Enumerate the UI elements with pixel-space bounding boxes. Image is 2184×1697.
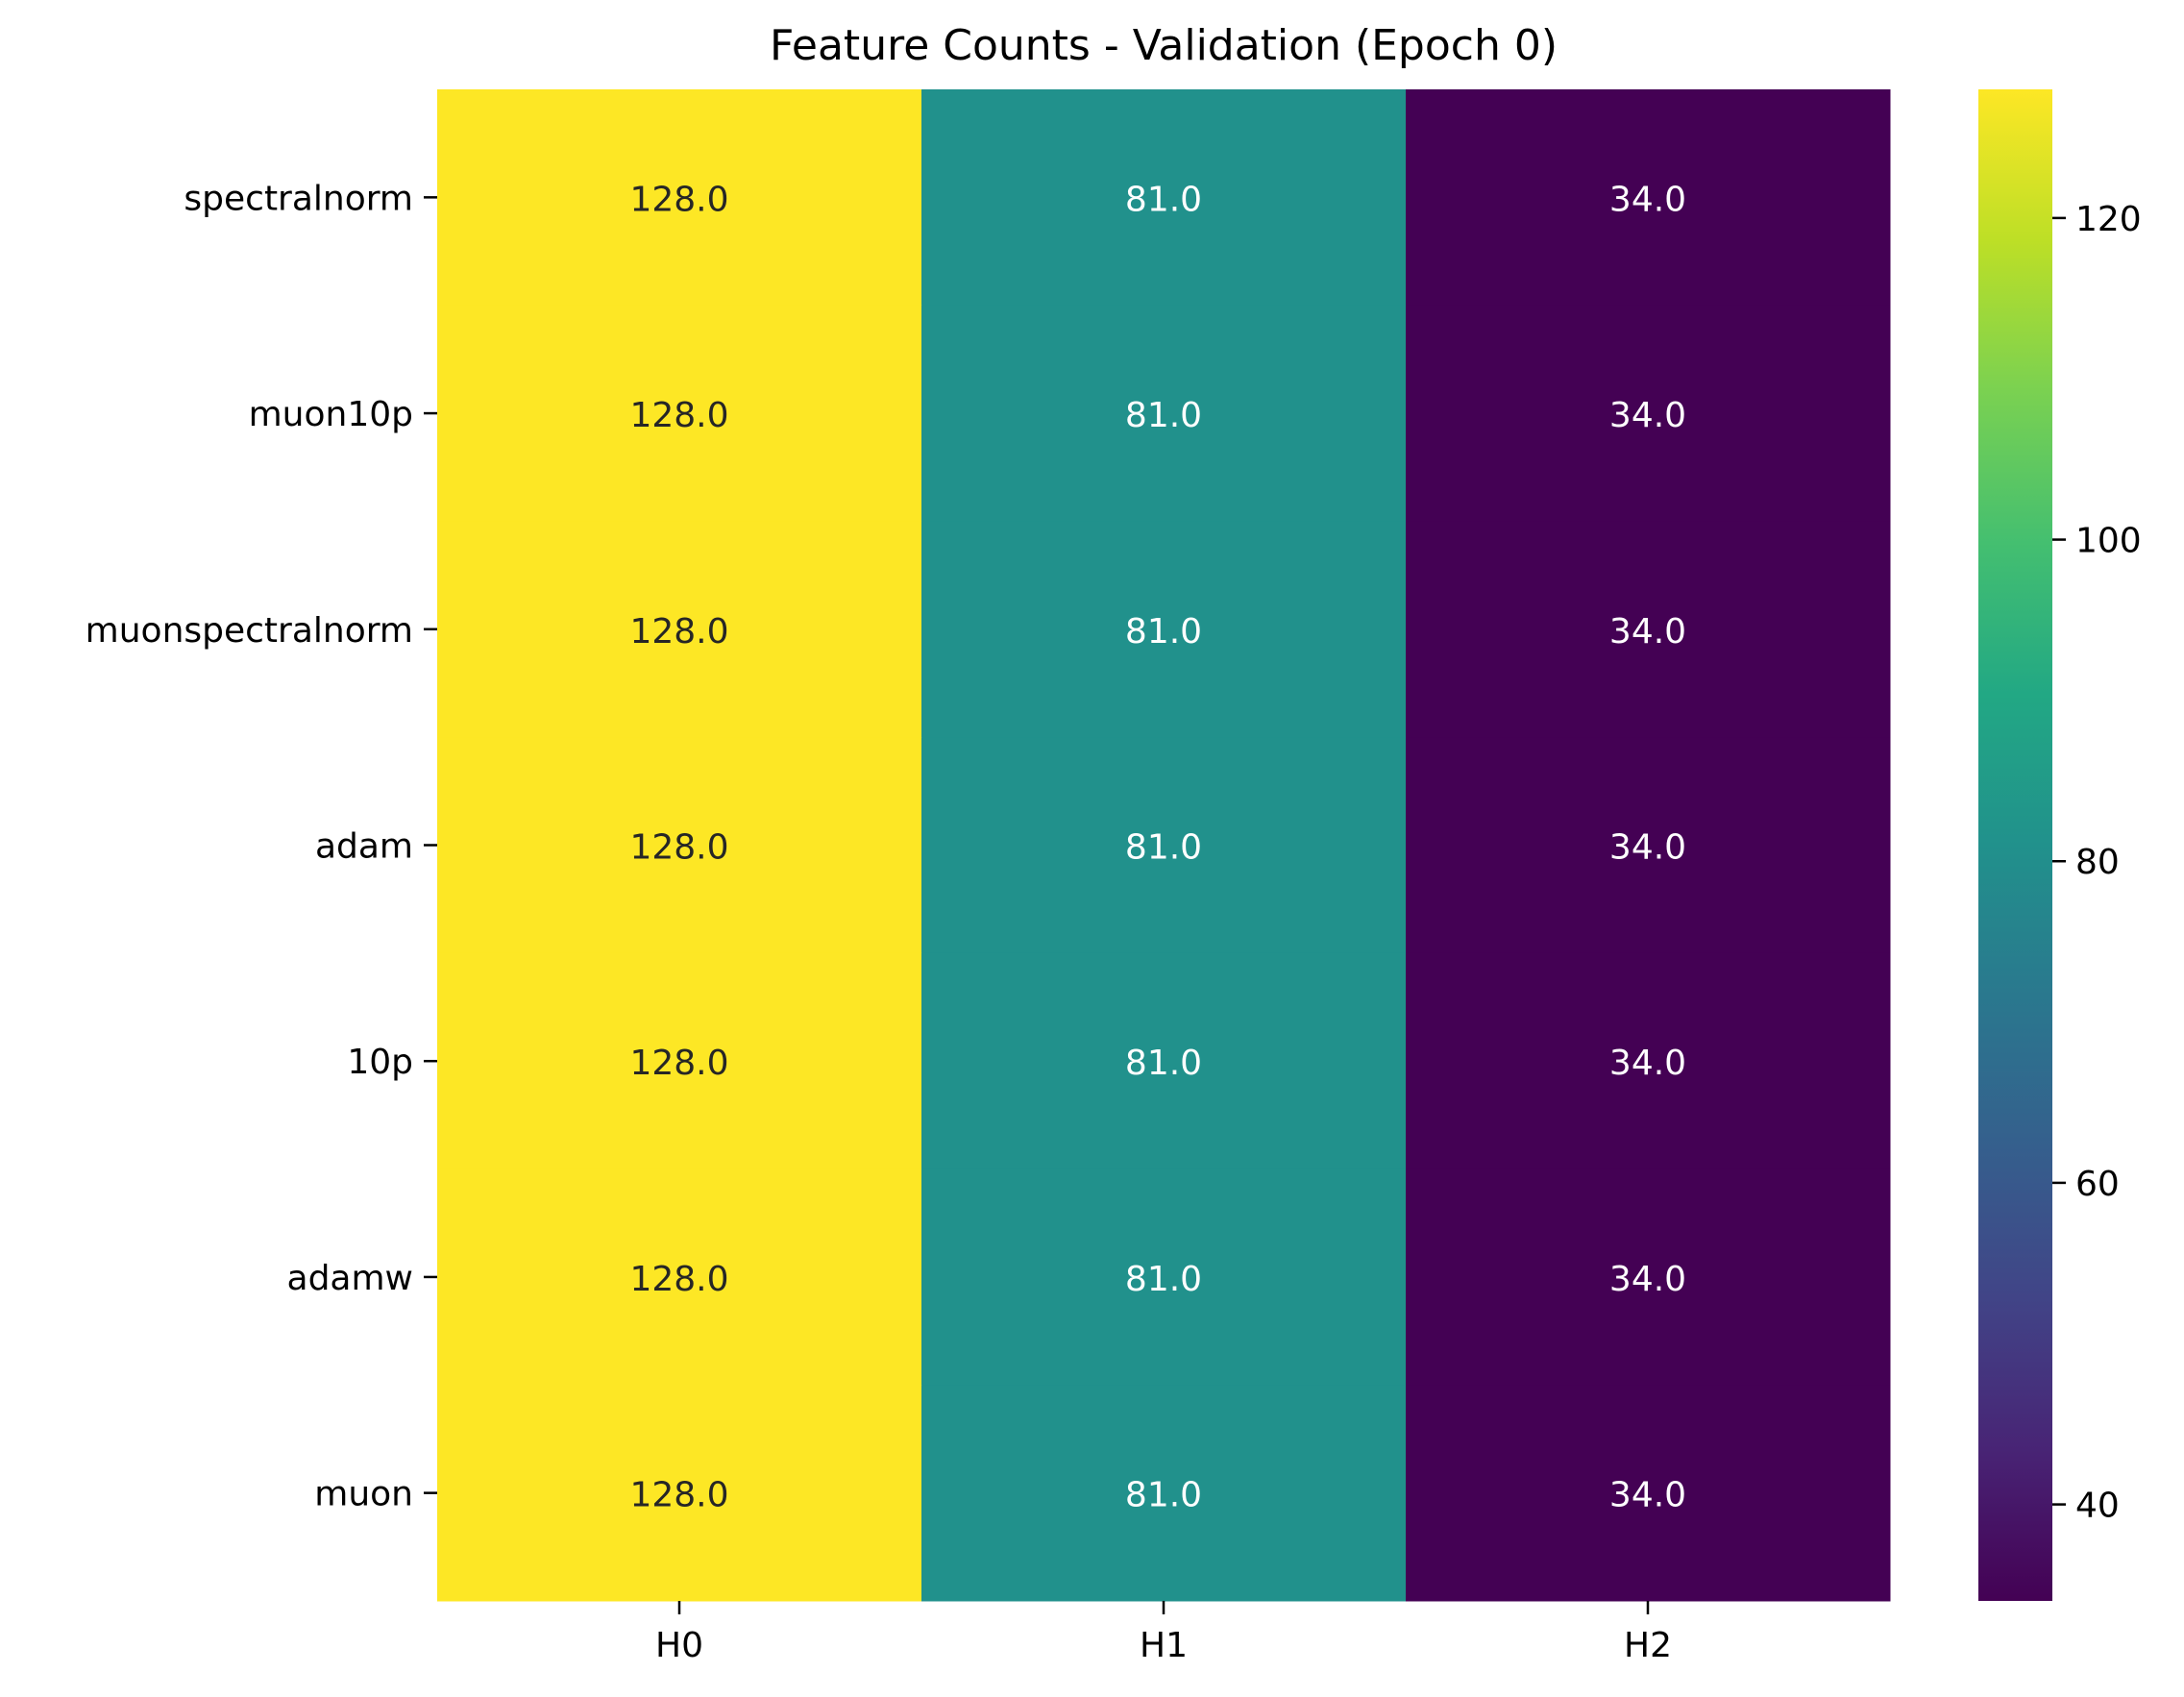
heatmap-cell bbox=[921, 305, 1407, 522]
heatmap-cell bbox=[921, 521, 1407, 738]
heatmap-cell bbox=[437, 737, 922, 954]
cell-annotation: 81.0 bbox=[1125, 828, 1202, 868]
cell-annotation: 81.0 bbox=[1125, 1260, 1202, 1299]
y-tick-label: muon bbox=[314, 1475, 413, 1514]
heatmap-cell bbox=[437, 89, 922, 307]
colorbar-gradient bbox=[1978, 89, 2052, 1601]
cell-annotation: 128.0 bbox=[629, 1260, 728, 1299]
heatmap-cell bbox=[437, 952, 922, 1170]
heatmap-cell bbox=[1406, 1385, 1891, 1602]
heatmap-cell bbox=[1406, 1168, 1891, 1386]
heatmap-cell bbox=[1406, 89, 1891, 307]
cell-annotation: 128.0 bbox=[629, 1476, 728, 1515]
heatmap-cell bbox=[1406, 737, 1891, 954]
colorbar: 40 60 80 100 120 bbox=[1978, 89, 2142, 1601]
cell-annotations: 128.0 81.0 34.0 128.0 81.0 34.0 128.0 81.0 34.0 1… bbox=[629, 180, 1686, 1514]
cell-annotation: 34.0 bbox=[1609, 828, 1686, 868]
y-tick-label: muon10p bbox=[249, 395, 413, 434]
colorbar-tick-label: 80 bbox=[2075, 843, 2120, 882]
heatmap-cell bbox=[1406, 305, 1891, 522]
cell-annotation: 128.0 bbox=[629, 828, 728, 868]
cell-annotation: 128.0 bbox=[629, 180, 728, 219]
heatmap-cell bbox=[921, 89, 1407, 307]
cell-annotation: 34.0 bbox=[1609, 396, 1686, 435]
colorbar-tick-label: 40 bbox=[2075, 1487, 2120, 1526]
cell-annotation: 128.0 bbox=[629, 1044, 728, 1083]
heatmap-cell bbox=[1406, 952, 1891, 1170]
heatmap-cell bbox=[437, 305, 922, 522]
heatmap-cell bbox=[437, 1168, 922, 1386]
colorbar-tick-label: 120 bbox=[2075, 200, 2142, 239]
cell-annotation: 128.0 bbox=[629, 612, 728, 652]
x-tick-label: H1 bbox=[1140, 1626, 1188, 1665]
cell-annotation: 34.0 bbox=[1609, 180, 1686, 219]
y-tick-label: 10p bbox=[347, 1043, 413, 1082]
cell-annotation: 34.0 bbox=[1609, 612, 1686, 652]
heatmap-cell bbox=[921, 737, 1407, 954]
y-axis: spectralnorm muon10p muonspectralnorm adam 1… bbox=[86, 179, 437, 1514]
y-tick-label: spectralnorm bbox=[184, 179, 413, 218]
y-tick-label: muonspectralnorm bbox=[86, 611, 413, 651]
colorbar-tick-label: 60 bbox=[2075, 1165, 2120, 1204]
y-tick-label: adamw bbox=[287, 1259, 413, 1298]
heatmap-cell bbox=[921, 1168, 1407, 1386]
heatmap-cell bbox=[1406, 521, 1891, 738]
cell-annotation: 81.0 bbox=[1125, 180, 1202, 219]
x-tick-label: H2 bbox=[1624, 1626, 1672, 1665]
colorbar-tick-label: 100 bbox=[2075, 522, 2142, 561]
chart-title: Feature Counts - Validation (Epoch 0) bbox=[770, 21, 1558, 70]
cell-annotation: 128.0 bbox=[629, 396, 728, 435]
cell-annotation: 81.0 bbox=[1125, 396, 1202, 435]
heatmap-cell bbox=[437, 521, 922, 738]
cell-annotation: 81.0 bbox=[1125, 612, 1202, 652]
cell-annotation: 34.0 bbox=[1609, 1044, 1686, 1083]
y-tick-label: adam bbox=[315, 827, 413, 867]
heatmap-cell bbox=[921, 952, 1407, 1170]
heatmap-cell bbox=[437, 1385, 922, 1602]
cell-annotation: 34.0 bbox=[1609, 1260, 1686, 1299]
x-tick-label: H0 bbox=[655, 1626, 703, 1665]
cell-annotation: 81.0 bbox=[1125, 1044, 1202, 1083]
colorbar-ticks: 40 60 80 100 120 bbox=[2052, 200, 2142, 1526]
heatmap-cells bbox=[437, 89, 1891, 1602]
cell-annotation: 81.0 bbox=[1125, 1476, 1202, 1515]
x-axis: H0 H1 H2 bbox=[655, 1601, 1672, 1665]
heatmap-cell bbox=[921, 1385, 1407, 1602]
cell-annotation: 34.0 bbox=[1609, 1476, 1686, 1515]
